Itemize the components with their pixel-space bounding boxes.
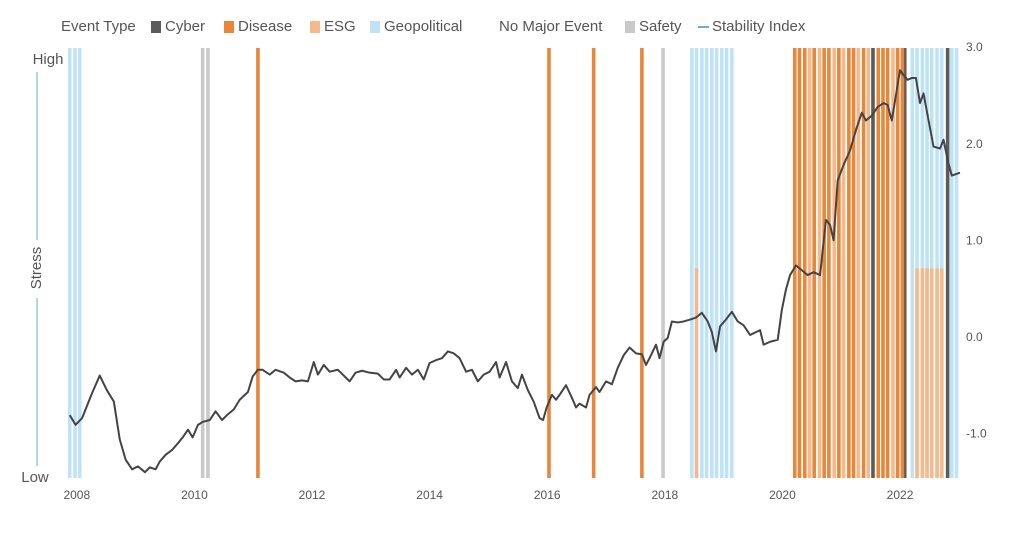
event-band bbox=[807, 48, 812, 478]
x-tick-label: 2020 bbox=[769, 488, 796, 502]
event-band bbox=[910, 48, 915, 478]
event-band bbox=[797, 48, 802, 478]
x-tick-label: 2008 bbox=[63, 488, 90, 502]
event-band bbox=[925, 48, 929, 478]
x-tick-label: 2012 bbox=[299, 488, 326, 502]
legend-swatch bbox=[310, 21, 320, 33]
x-tick-label: 2014 bbox=[416, 488, 443, 502]
event-band bbox=[822, 48, 826, 478]
event-band bbox=[856, 48, 861, 478]
event-band bbox=[915, 48, 919, 478]
event-band bbox=[895, 48, 900, 478]
legend-label: No Major Event bbox=[499, 18, 603, 35]
event-band bbox=[939, 48, 944, 478]
x-tick-label: 2022 bbox=[887, 488, 914, 502]
event-band bbox=[920, 268, 925, 478]
event-band bbox=[832, 48, 836, 478]
event-band bbox=[954, 48, 959, 478]
event-band bbox=[949, 48, 954, 478]
event-band bbox=[206, 48, 210, 478]
event-band bbox=[724, 48, 729, 478]
legend-swatch bbox=[370, 21, 380, 33]
event-band bbox=[925, 268, 929, 478]
event-band bbox=[929, 268, 934, 478]
legend-label: Disease bbox=[238, 18, 292, 35]
event-band bbox=[77, 48, 82, 478]
event-band bbox=[720, 48, 724, 478]
event-band bbox=[817, 48, 822, 478]
y-tick-label: 3.0 bbox=[966, 40, 983, 54]
event-band bbox=[704, 48, 709, 478]
y-axis-low: Low bbox=[21, 469, 49, 486]
event-band bbox=[935, 48, 939, 478]
event-band bbox=[945, 48, 950, 478]
event-band bbox=[881, 48, 885, 478]
index-line bbox=[68, 69, 961, 474]
event-band bbox=[847, 48, 851, 478]
event-band bbox=[812, 48, 816, 478]
y-axis-high: High bbox=[33, 51, 64, 68]
y-tick-label: 2.0 bbox=[966, 137, 983, 151]
event-band bbox=[694, 48, 699, 478]
event-band bbox=[700, 48, 704, 478]
event-band bbox=[73, 48, 77, 478]
event-band bbox=[256, 48, 260, 478]
legend-swatch bbox=[625, 21, 635, 33]
event-band bbox=[891, 48, 895, 478]
event-band bbox=[827, 48, 831, 478]
event-band bbox=[876, 48, 881, 478]
event-band bbox=[939, 268, 944, 478]
event-band bbox=[871, 48, 875, 478]
event-band bbox=[935, 268, 939, 478]
event-band bbox=[915, 268, 919, 478]
event-band bbox=[547, 48, 551, 478]
legend-title: Event Type bbox=[61, 18, 136, 35]
legend-swatch bbox=[485, 21, 495, 33]
event-band bbox=[730, 48, 734, 478]
legend-label: Cyber bbox=[165, 18, 205, 35]
legend-label: Stability Index bbox=[712, 18, 806, 35]
y-tick-label: 1.0 bbox=[966, 233, 983, 247]
event-band bbox=[900, 48, 905, 478]
legend-swatch bbox=[151, 21, 161, 33]
event-band bbox=[929, 48, 934, 478]
event-band bbox=[866, 48, 871, 478]
event-band bbox=[694, 268, 699, 478]
legend-label: Safety bbox=[639, 18, 682, 35]
event-band bbox=[851, 48, 856, 478]
event-band bbox=[902, 48, 907, 478]
event-band bbox=[67, 48, 72, 478]
event-band bbox=[802, 48, 807, 478]
legend-swatch bbox=[224, 21, 234, 33]
y-tick-label: 0.0 bbox=[966, 330, 983, 344]
x-tick-label: 2016 bbox=[534, 488, 561, 502]
event-bands bbox=[67, 48, 959, 478]
lines bbox=[68, 69, 961, 474]
y-tick-label: -1.0 bbox=[966, 427, 987, 441]
event-band bbox=[861, 48, 866, 478]
event-band bbox=[920, 48, 925, 478]
event-band bbox=[200, 48, 205, 478]
event-band bbox=[690, 48, 694, 478]
event-band bbox=[841, 48, 846, 478]
legend-label: ESG bbox=[324, 18, 356, 35]
x-tick-label: 2010 bbox=[181, 488, 208, 502]
event-band bbox=[591, 48, 596, 478]
event-band bbox=[710, 48, 714, 478]
event-band bbox=[640, 48, 644, 478]
event-band bbox=[885, 48, 890, 478]
legend-label: Geopolitical bbox=[384, 18, 462, 35]
event-band bbox=[792, 48, 797, 478]
y-axis-label: Stress bbox=[28, 247, 45, 290]
x-tick-label: 2018 bbox=[651, 488, 678, 502]
event-band bbox=[714, 48, 719, 478]
event-band bbox=[661, 48, 665, 478]
event-band bbox=[837, 48, 841, 478]
